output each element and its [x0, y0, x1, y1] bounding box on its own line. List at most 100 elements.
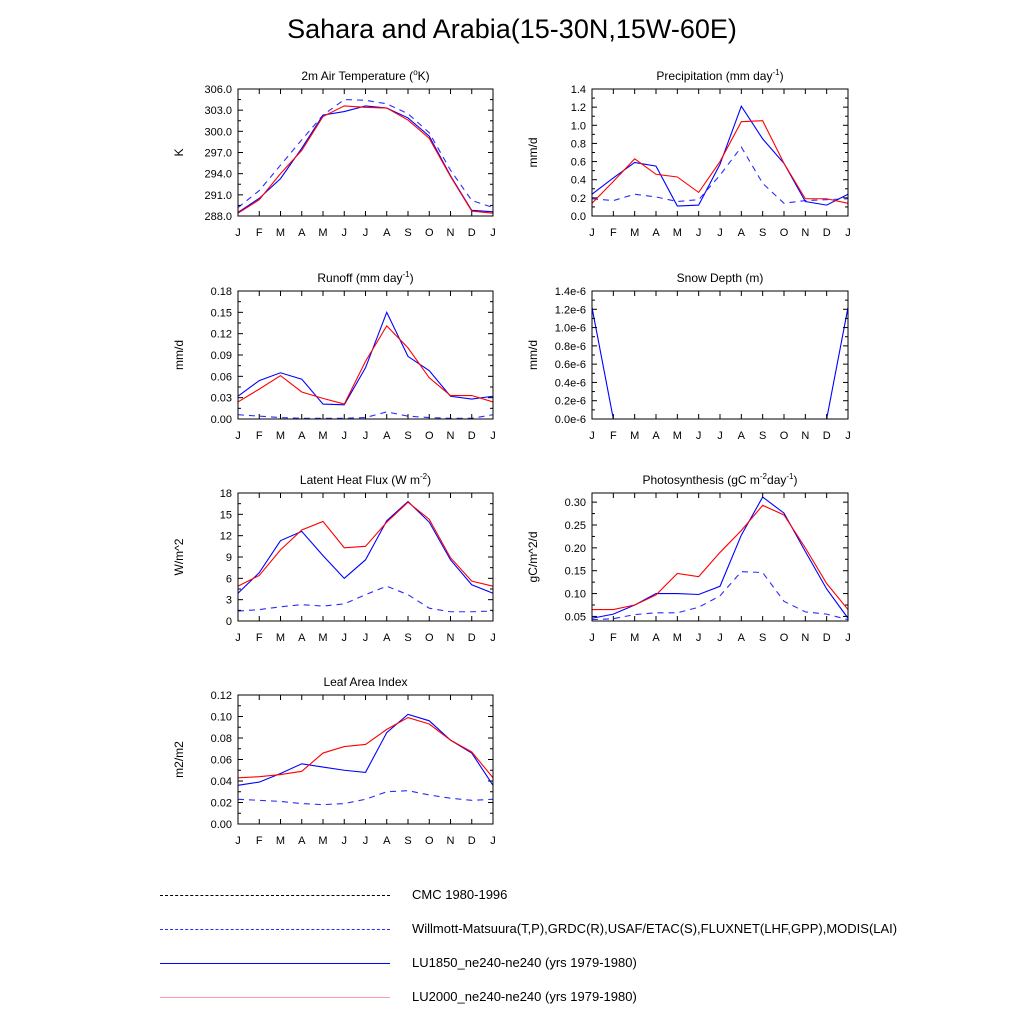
y-tick-label: 0.25	[565, 520, 586, 532]
y-tick-label: 12	[220, 531, 232, 543]
x-tick-label: N	[801, 632, 809, 644]
series-line-lu1850	[237, 105, 494, 213]
series-line-lu1850	[591, 105, 849, 207]
x-tick-label: A	[298, 430, 306, 442]
x-tick-label: N	[447, 430, 455, 442]
panel-title-text: Photosynthesis (gC m	[643, 473, 760, 487]
y-tick-label: 0.06	[211, 371, 232, 383]
x-tick-label: J	[490, 835, 496, 847]
x-tick-label: O	[425, 632, 434, 644]
panel-title: Photosynthesis (gC m-2day-1)	[643, 472, 798, 487]
x-tick-label: A	[383, 835, 391, 847]
plot-frame	[237, 88, 494, 217]
y-tick-label: 303.0	[204, 105, 232, 117]
x-tick-label: S	[759, 227, 766, 239]
legend-item-obs: Willmott-Matsuura(T,P),GRDC(R),USAF/ETAC…	[160, 920, 980, 940]
x-tick-label: D	[823, 227, 831, 239]
y-tick-label: 0.12	[211, 690, 232, 702]
y-tick-label: 0.15	[211, 307, 232, 319]
x-tick-label: D	[823, 632, 831, 644]
x-tick-label: J	[717, 632, 723, 644]
y-tick-label: 0.00	[211, 819, 232, 831]
y-tick-label: 291.0	[204, 190, 232, 202]
panel-title-superscript: -1	[772, 68, 780, 77]
x-tick-label: A	[383, 227, 391, 239]
x-tick-label: J	[845, 632, 851, 644]
x-tick-label: F	[256, 430, 263, 442]
panel-7: J F M A M J J A S O N D J0.000.020.040.060.080.100.1…	[172, 675, 496, 847]
legend-label-cmc: CMC 1980-1996	[412, 887, 508, 902]
series-line-lu2000	[237, 501, 494, 587]
y-tick-label: 0.8e-6	[555, 341, 586, 353]
legend-label-lu2000: LU2000_ne240-ne240 (yrs 1979-1980)	[412, 989, 637, 1004]
y-tick-label: 1.4e-6	[555, 286, 586, 298]
x-tick-label: J	[696, 632, 702, 644]
x-tick-label: M	[276, 835, 285, 847]
plot-frame	[591, 290, 849, 420]
y-tick-label: 0.09	[211, 350, 232, 362]
x-tick-label: M	[673, 227, 682, 239]
y-tick-label: 0.12	[211, 329, 232, 341]
y-tick-label: 1.4	[571, 84, 586, 96]
series-line-lu2000	[591, 120, 849, 204]
plot-frame	[591, 88, 849, 217]
x-tick-label: F	[256, 632, 263, 644]
x-tick-label: D	[468, 227, 476, 239]
x-tick-label: J	[490, 430, 496, 442]
y-tick-label: 0.03	[211, 393, 232, 405]
x-tick-label: O	[425, 430, 434, 442]
y-tick-label: 0.05	[565, 611, 586, 623]
x-tick-label: O	[780, 430, 789, 442]
panel-title-text: )	[410, 271, 414, 285]
series-line-lu1850	[237, 310, 494, 406]
legend-label-lu1850: LU1850_ne240-ne240 (yrs 1979-1980)	[412, 955, 637, 970]
y-axis-label: gC/m^2/d	[526, 532, 540, 583]
y-axis-label: mm/d	[172, 340, 186, 370]
x-tick-label: A	[738, 430, 746, 442]
x-tick-label: J	[845, 430, 851, 442]
legend-item-cmc: CMC 1980-1996	[160, 886, 980, 906]
panel-title: Latent Heat Flux (W m-2)	[300, 472, 431, 487]
y-tick-label: 18	[220, 488, 232, 500]
x-tick-label: O	[780, 227, 789, 239]
y-tick-label: 1.0	[571, 120, 586, 132]
x-tick-label: O	[425, 227, 434, 239]
y-axis-label: m2/m2	[172, 741, 186, 778]
x-tick-label: A	[652, 227, 660, 239]
panel-title-text: )	[794, 473, 798, 487]
x-tick-label: J	[696, 227, 702, 239]
x-tick-label: J	[589, 632, 595, 644]
panel-title-superscript: -1	[786, 472, 794, 481]
y-tick-label: 0.10	[211, 712, 232, 724]
x-tick-label: J	[589, 430, 595, 442]
legend-label-obs: Willmott-Matsuura(T,P),GRDC(R),USAF/ETAC…	[412, 921, 898, 936]
y-tick-label: 288.0	[204, 211, 232, 223]
x-tick-label: J	[490, 632, 496, 644]
panel-title-superscript: o	[413, 68, 418, 77]
panel-title: Snow Depth (m)	[677, 271, 764, 285]
panel-title-text: day	[767, 473, 786, 487]
y-tick-label: 0	[226, 616, 232, 628]
series-line-lu1850	[591, 307, 849, 420]
x-tick-label: D	[468, 632, 476, 644]
plot-frame	[591, 492, 849, 622]
x-tick-label: J	[717, 430, 723, 442]
series-line-lu1850	[237, 500, 494, 594]
y-tick-label: 0.2e-6	[555, 396, 586, 408]
x-tick-label: J	[342, 430, 348, 442]
y-tick-label: 297.0	[204, 148, 232, 160]
x-tick-label: J	[342, 227, 348, 239]
x-tick-label: S	[404, 835, 411, 847]
x-tick-label: A	[383, 430, 391, 442]
x-tick-label: M	[630, 227, 639, 239]
x-tick-label: F	[610, 227, 617, 239]
series-line-lu1850	[591, 496, 849, 619]
y-tick-label: 0.6	[571, 157, 586, 169]
panel-title-text: K)	[418, 69, 430, 83]
x-tick-label: N	[447, 835, 455, 847]
panel-title-text: )	[780, 69, 784, 83]
x-tick-label: A	[298, 835, 306, 847]
y-tick-label: 0.4e-6	[555, 377, 586, 389]
legend-line-lu1850	[160, 963, 390, 964]
